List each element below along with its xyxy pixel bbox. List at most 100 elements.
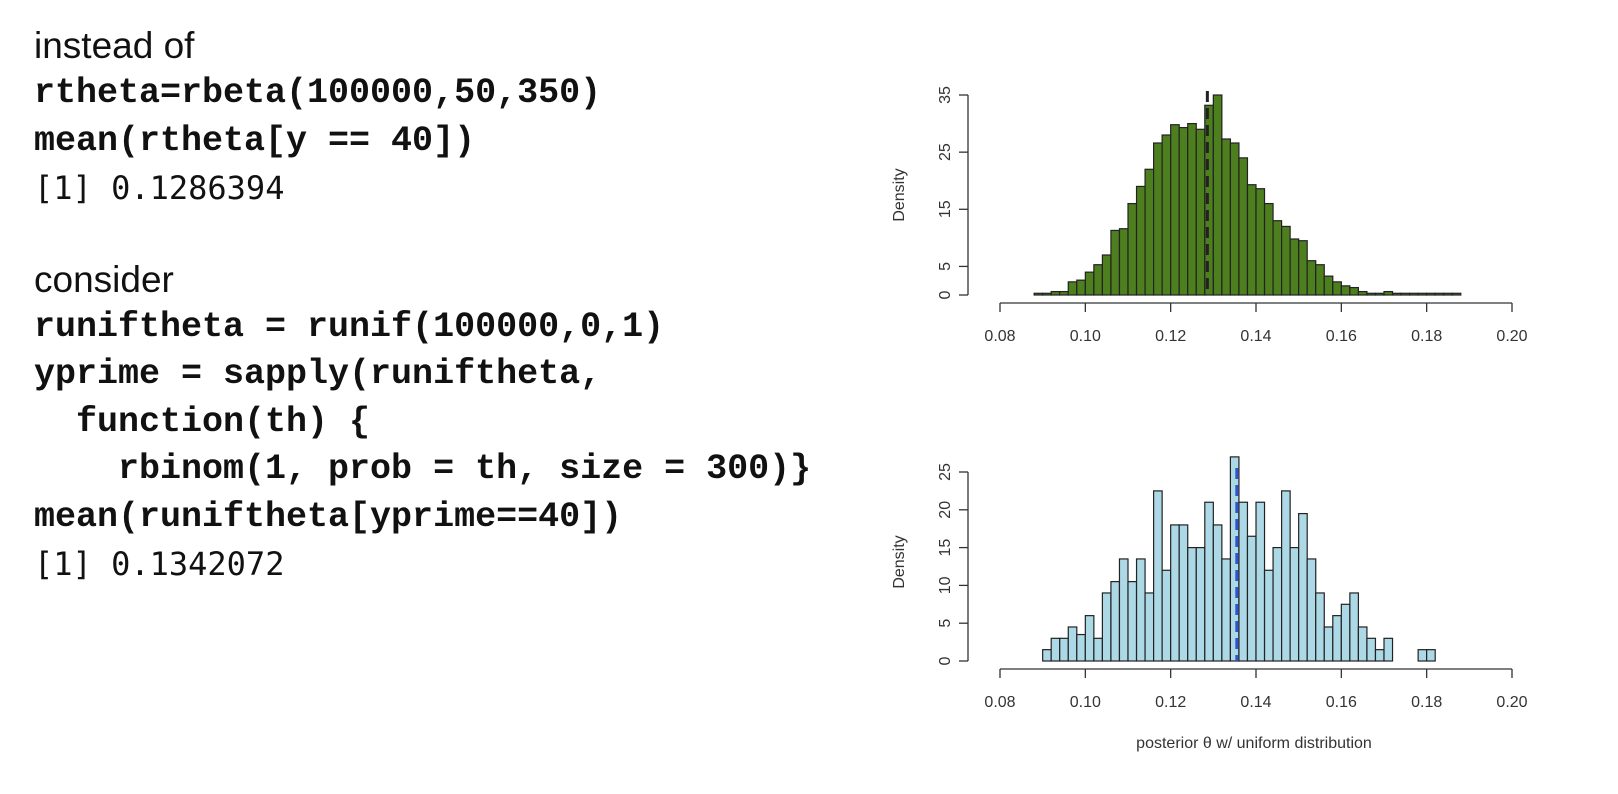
x-tick-label: 0.14 bbox=[1240, 694, 1271, 711]
y-tick-label: 0 bbox=[937, 290, 954, 299]
histogram-bar bbox=[1170, 124, 1180, 296]
code-line: mean(rtheta[y == 40]) bbox=[34, 120, 476, 161]
histogram-bar bbox=[1272, 546, 1283, 662]
histogram-bar bbox=[1195, 128, 1206, 296]
histogram-bar bbox=[1246, 184, 1257, 296]
output-line: [1] 0.1286394 bbox=[34, 169, 285, 207]
y-axis-title: Density bbox=[891, 535, 908, 588]
histogram-bar bbox=[1212, 524, 1223, 662]
histogram-bar bbox=[1076, 633, 1086, 662]
histogram-bar bbox=[1050, 290, 1061, 296]
histogram-bar bbox=[1118, 228, 1129, 296]
output-line: [1] 0.1342072 bbox=[34, 545, 285, 583]
y-tick-label: 20 bbox=[937, 501, 954, 519]
histogram-bar bbox=[1076, 279, 1086, 296]
histogram-bar bbox=[1255, 188, 1266, 296]
histogram-bar bbox=[1093, 637, 1104, 662]
histogram-bar bbox=[1323, 626, 1334, 662]
histogram-bar bbox=[1229, 142, 1240, 296]
histogram-bar bbox=[1340, 603, 1351, 662]
histogram-bar bbox=[1417, 649, 1428, 662]
histogram-bar bbox=[1349, 286, 1360, 296]
histogram-bar bbox=[1187, 546, 1197, 662]
histogram-bar bbox=[1366, 292, 1377, 296]
histogram-bar bbox=[1374, 649, 1385, 662]
histogram-bar bbox=[1221, 138, 1232, 296]
histogram-bar bbox=[1383, 290, 1394, 296]
code-line: rbinom(1, prob = th, size = 300)} bbox=[34, 449, 812, 489]
y-axis-title: Density bbox=[891, 168, 908, 221]
y-tick-label: 35 bbox=[937, 86, 954, 104]
histogram-bar bbox=[1050, 637, 1061, 662]
histogram-bar bbox=[1280, 225, 1291, 296]
x-axis-title: posterior θ w/ uniform distribution bbox=[1136, 735, 1372, 752]
histogram-bar bbox=[1212, 94, 1223, 296]
histogram-bar bbox=[1042, 649, 1052, 662]
histogram-bar bbox=[1391, 292, 1402, 296]
histogram-bar bbox=[1161, 569, 1172, 662]
y-tick-label: 25 bbox=[937, 463, 954, 481]
histogram-bar bbox=[1443, 292, 1453, 296]
histogram-bar bbox=[1451, 292, 1462, 296]
histogram-bar bbox=[1383, 637, 1394, 662]
x-tick-label: 0.16 bbox=[1326, 694, 1357, 711]
x-tick-label: 0.08 bbox=[984, 694, 1015, 711]
histogram-bar bbox=[1101, 592, 1112, 662]
histogram-bar bbox=[1033, 292, 1044, 296]
code-line: runiftheta = runif(100000,0,1) bbox=[34, 306, 665, 347]
x-tick-label: 0.18 bbox=[1411, 694, 1442, 711]
histogram-bar bbox=[1306, 558, 1317, 662]
histogram-bar bbox=[1298, 240, 1308, 296]
histogram-bar bbox=[1289, 546, 1300, 662]
histogram-bar bbox=[1357, 290, 1368, 296]
histogram-bar bbox=[1315, 592, 1325, 662]
histogram-bar bbox=[1152, 142, 1163, 296]
histogram-bar bbox=[1408, 292, 1419, 296]
x-tick-label: 0.12 bbox=[1155, 694, 1186, 711]
code-panel: instead of rtheta=rbeta(100000,50,350) mea… bbox=[34, 22, 934, 589]
histogram-bar bbox=[1118, 558, 1129, 662]
histogram-bar bbox=[1067, 626, 1078, 662]
prose-line: instead of bbox=[34, 25, 195, 66]
green-posterior-histogram: 0.08 0.10 0.12 0.14 0.16 0.18 0.20 0 5 15 25 35 Dens… bbox=[891, 86, 1528, 345]
y-tick-label: 15 bbox=[937, 539, 954, 557]
histogram-bar bbox=[1426, 649, 1436, 662]
y-tick-label: 5 bbox=[937, 619, 954, 628]
histogram-bar bbox=[1400, 292, 1411, 296]
histogram-bar bbox=[1152, 490, 1163, 662]
histogram-bar bbox=[1059, 290, 1069, 296]
histogram-bar bbox=[1161, 134, 1172, 296]
y-tick-label: 10 bbox=[937, 576, 954, 594]
histogram-bar bbox=[1135, 185, 1146, 296]
histogram-bar bbox=[1135, 558, 1146, 662]
histogram-bar bbox=[1306, 260, 1317, 296]
histogram-bar bbox=[1084, 615, 1095, 662]
histogram-bar bbox=[1101, 254, 1112, 296]
code-line: yprime = sapply(runiftheta, bbox=[34, 354, 602, 394]
histogram-bar bbox=[1349, 592, 1360, 662]
histogram-bar bbox=[1084, 271, 1095, 296]
x-tick-label: 0.10 bbox=[1070, 328, 1101, 345]
x-tick-label: 0.10 bbox=[1070, 694, 1101, 711]
x-tick-label: 0.20 bbox=[1496, 328, 1527, 345]
histogram-bar bbox=[1434, 292, 1445, 296]
histogram-bar bbox=[1042, 292, 1052, 296]
histogram-bar bbox=[1110, 229, 1121, 296]
histogram-bar bbox=[1187, 122, 1197, 296]
x-tick-label: 0.14 bbox=[1240, 328, 1271, 345]
histogram-bar bbox=[1144, 168, 1155, 296]
histogram-bar bbox=[1127, 202, 1138, 296]
histogram-bar bbox=[1110, 581, 1121, 662]
histogram-bar bbox=[1178, 126, 1189, 296]
histogram-bar bbox=[1417, 292, 1428, 296]
histogram-bar bbox=[1332, 615, 1342, 662]
histogram-bar bbox=[1059, 637, 1069, 662]
code-line: function(th) { bbox=[34, 401, 371, 442]
histogram-bar bbox=[1426, 292, 1436, 296]
histogram-bar bbox=[1263, 569, 1274, 662]
histogram-bar bbox=[1255, 501, 1266, 662]
histogram-bar bbox=[1127, 581, 1138, 662]
histogram-bar bbox=[1323, 275, 1334, 296]
x-tick-label: 0.08 bbox=[984, 328, 1015, 345]
